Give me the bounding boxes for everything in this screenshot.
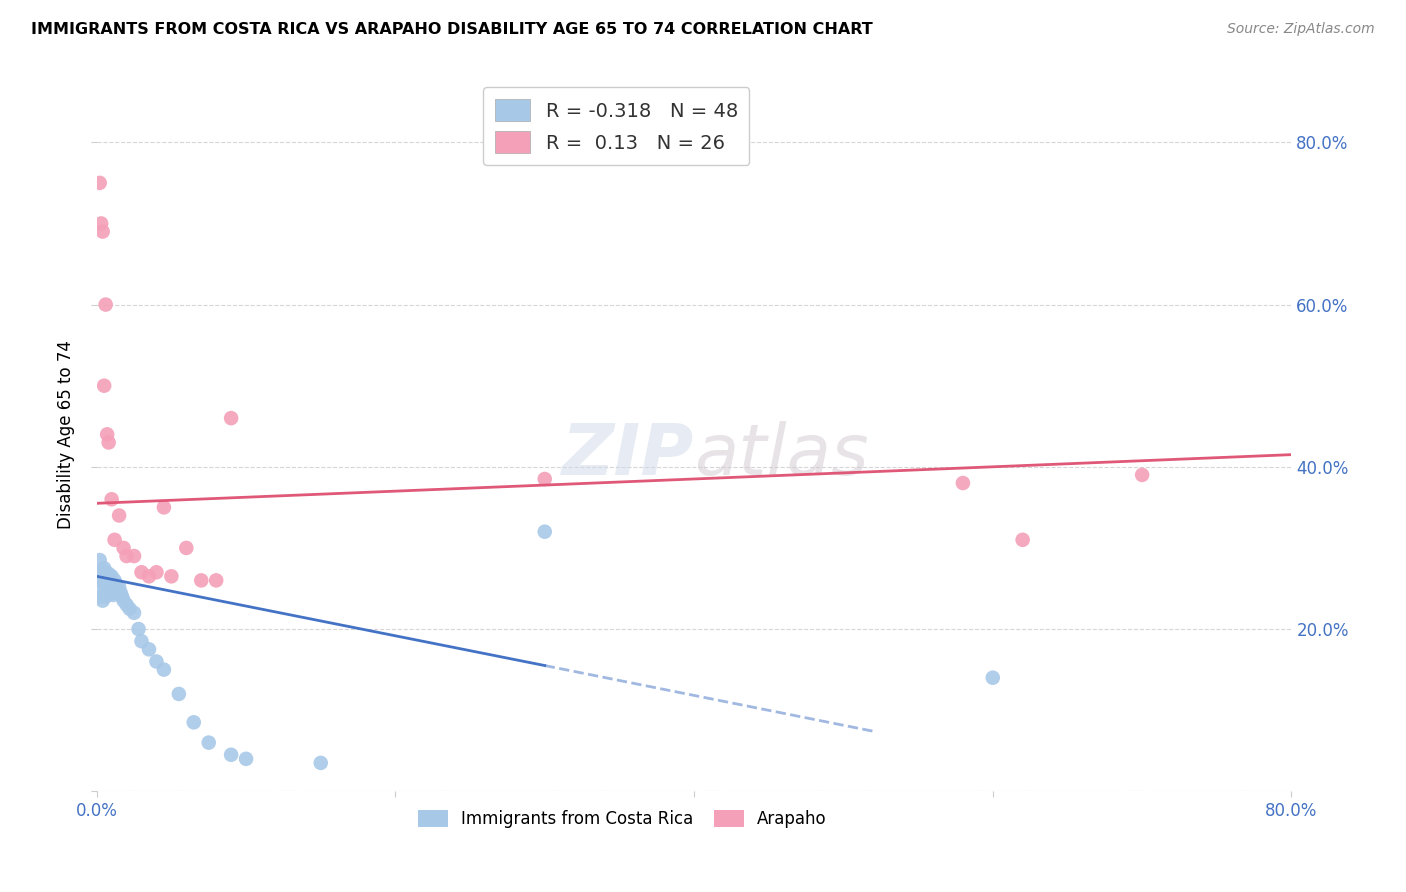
Point — [98, 572, 121, 586]
Point — [96, 427, 118, 442]
Point — [145, 566, 167, 580]
Point — [94, 566, 117, 580]
Point — [98, 583, 121, 598]
Text: atlas: atlas — [695, 421, 869, 491]
Point — [160, 569, 183, 583]
Point — [108, 580, 131, 594]
Point — [122, 606, 145, 620]
Point — [90, 590, 112, 604]
Point — [91, 593, 114, 607]
Point — [219, 747, 242, 762]
Point — [93, 561, 115, 575]
Point — [153, 500, 176, 515]
Point — [981, 671, 1004, 685]
Point — [89, 553, 111, 567]
Point — [309, 756, 332, 770]
Point — [153, 663, 176, 677]
Point — [97, 574, 120, 589]
Point — [131, 634, 153, 648]
Text: ZIP: ZIP — [562, 421, 695, 491]
Point — [90, 574, 112, 588]
Point — [104, 585, 127, 599]
Point — [108, 508, 131, 523]
Point — [104, 574, 127, 588]
Point — [1011, 533, 1033, 547]
Point — [91, 225, 114, 239]
Point — [101, 588, 124, 602]
Point — [93, 585, 115, 599]
Point — [197, 736, 219, 750]
Point — [91, 566, 114, 580]
Point — [91, 577, 114, 591]
Text: IMMIGRANTS FROM COSTA RICA VS ARAPAHO DISABILITY AGE 65 TO 74 CORRELATION CHART: IMMIGRANTS FROM COSTA RICA VS ARAPAHO DI… — [31, 22, 873, 37]
Legend: Immigrants from Costa Rica, Arapaho: Immigrants from Costa Rica, Arapaho — [412, 803, 834, 834]
Point — [952, 476, 974, 491]
Text: Source: ZipAtlas.com: Source: ZipAtlas.com — [1227, 22, 1375, 37]
Point — [111, 590, 134, 604]
Point — [94, 297, 117, 311]
Point — [190, 574, 212, 588]
Point — [183, 715, 205, 730]
Point — [219, 411, 242, 425]
Point — [90, 217, 112, 231]
Point — [533, 472, 555, 486]
Point — [107, 583, 129, 598]
Point — [97, 585, 120, 599]
Point — [96, 569, 118, 583]
Point — [1130, 467, 1153, 482]
Point — [167, 687, 190, 701]
Point — [115, 598, 138, 612]
Point — [94, 590, 117, 604]
Point — [533, 524, 555, 539]
Point — [138, 569, 160, 583]
Point — [89, 176, 111, 190]
Point — [93, 574, 115, 588]
Point — [235, 752, 257, 766]
Point — [97, 566, 120, 581]
Point — [145, 655, 167, 669]
Point — [122, 549, 145, 563]
Point — [118, 601, 141, 615]
Point — [138, 642, 160, 657]
Point — [205, 574, 228, 588]
Point — [93, 378, 115, 392]
Point — [115, 549, 138, 563]
Point — [110, 585, 132, 599]
Point — [100, 492, 122, 507]
Point — [176, 541, 198, 555]
Point — [96, 577, 118, 591]
Point — [131, 566, 153, 580]
Y-axis label: Disability Age 65 to 74: Disability Age 65 to 74 — [58, 340, 75, 529]
Point — [105, 577, 128, 591]
Point — [104, 533, 127, 547]
Point — [128, 622, 150, 636]
Point — [94, 577, 117, 591]
Point — [97, 435, 120, 450]
Point — [112, 593, 135, 607]
Point — [100, 569, 122, 583]
Point — [100, 582, 122, 596]
Point — [112, 541, 135, 555]
Point — [96, 585, 118, 599]
Point — [101, 574, 124, 589]
